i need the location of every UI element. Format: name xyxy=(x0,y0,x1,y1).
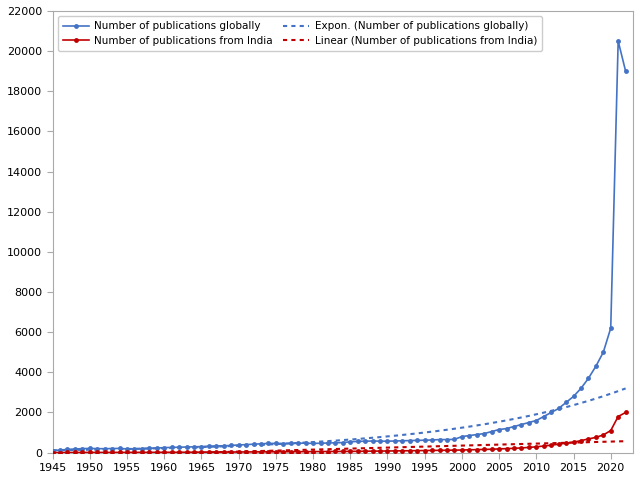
Number of publications globally xyxy=(49,448,56,454)
Expon. (Number of publications globally) xyxy=(276,441,284,447)
Number of publications from India xyxy=(294,449,302,455)
Number of publications globally xyxy=(458,434,466,440)
Linear (Number of publications from India) xyxy=(236,449,243,455)
Expon. (Number of publications globally) xyxy=(465,424,473,430)
Linear (Number of publications from India) xyxy=(465,443,473,448)
Number of publications from India xyxy=(339,448,347,454)
Legend: Number of publications globally, Number of publications from India, Expon. (Numb: Number of publications globally, Number … xyxy=(58,16,542,51)
Expon. (Number of publications globally) xyxy=(236,443,243,449)
Linear (Number of publications from India) xyxy=(276,448,284,454)
Linear (Number of publications from India) xyxy=(462,443,470,448)
Expon. (Number of publications globally) xyxy=(462,424,470,430)
Line: Number of publications globally: Number of publications globally xyxy=(50,38,628,453)
Expon. (Number of publications globally) xyxy=(409,431,417,437)
Number of publications from India xyxy=(458,447,466,453)
Expon. (Number of publications globally) xyxy=(622,385,630,391)
Line: Number of publications from India: Number of publications from India xyxy=(50,410,628,455)
Number of publications globally xyxy=(614,38,622,44)
Line: Expon. (Number of publications globally): Expon. (Number of publications globally) xyxy=(52,388,626,450)
Number of publications from India xyxy=(235,449,243,455)
Linear (Number of publications from India) xyxy=(622,438,630,444)
Linear (Number of publications from India) xyxy=(49,454,56,459)
Line: Linear (Number of publications from India): Linear (Number of publications from Indi… xyxy=(52,441,626,456)
Number of publications globally xyxy=(145,445,153,451)
Linear (Number of publications from India) xyxy=(409,444,417,450)
Linear (Number of publications from India) xyxy=(118,452,125,457)
Expon. (Number of publications globally) xyxy=(118,446,125,452)
Expon. (Number of publications globally) xyxy=(49,447,56,453)
Number of publications globally xyxy=(622,68,630,74)
Number of publications globally xyxy=(339,440,347,445)
Number of publications from India xyxy=(49,450,56,456)
Number of publications globally xyxy=(235,442,243,448)
Number of publications from India xyxy=(145,449,153,455)
Number of publications globally xyxy=(294,440,302,446)
Number of publications globally xyxy=(86,445,93,451)
Number of publications from India xyxy=(86,450,93,456)
Number of publications from India xyxy=(622,409,630,415)
